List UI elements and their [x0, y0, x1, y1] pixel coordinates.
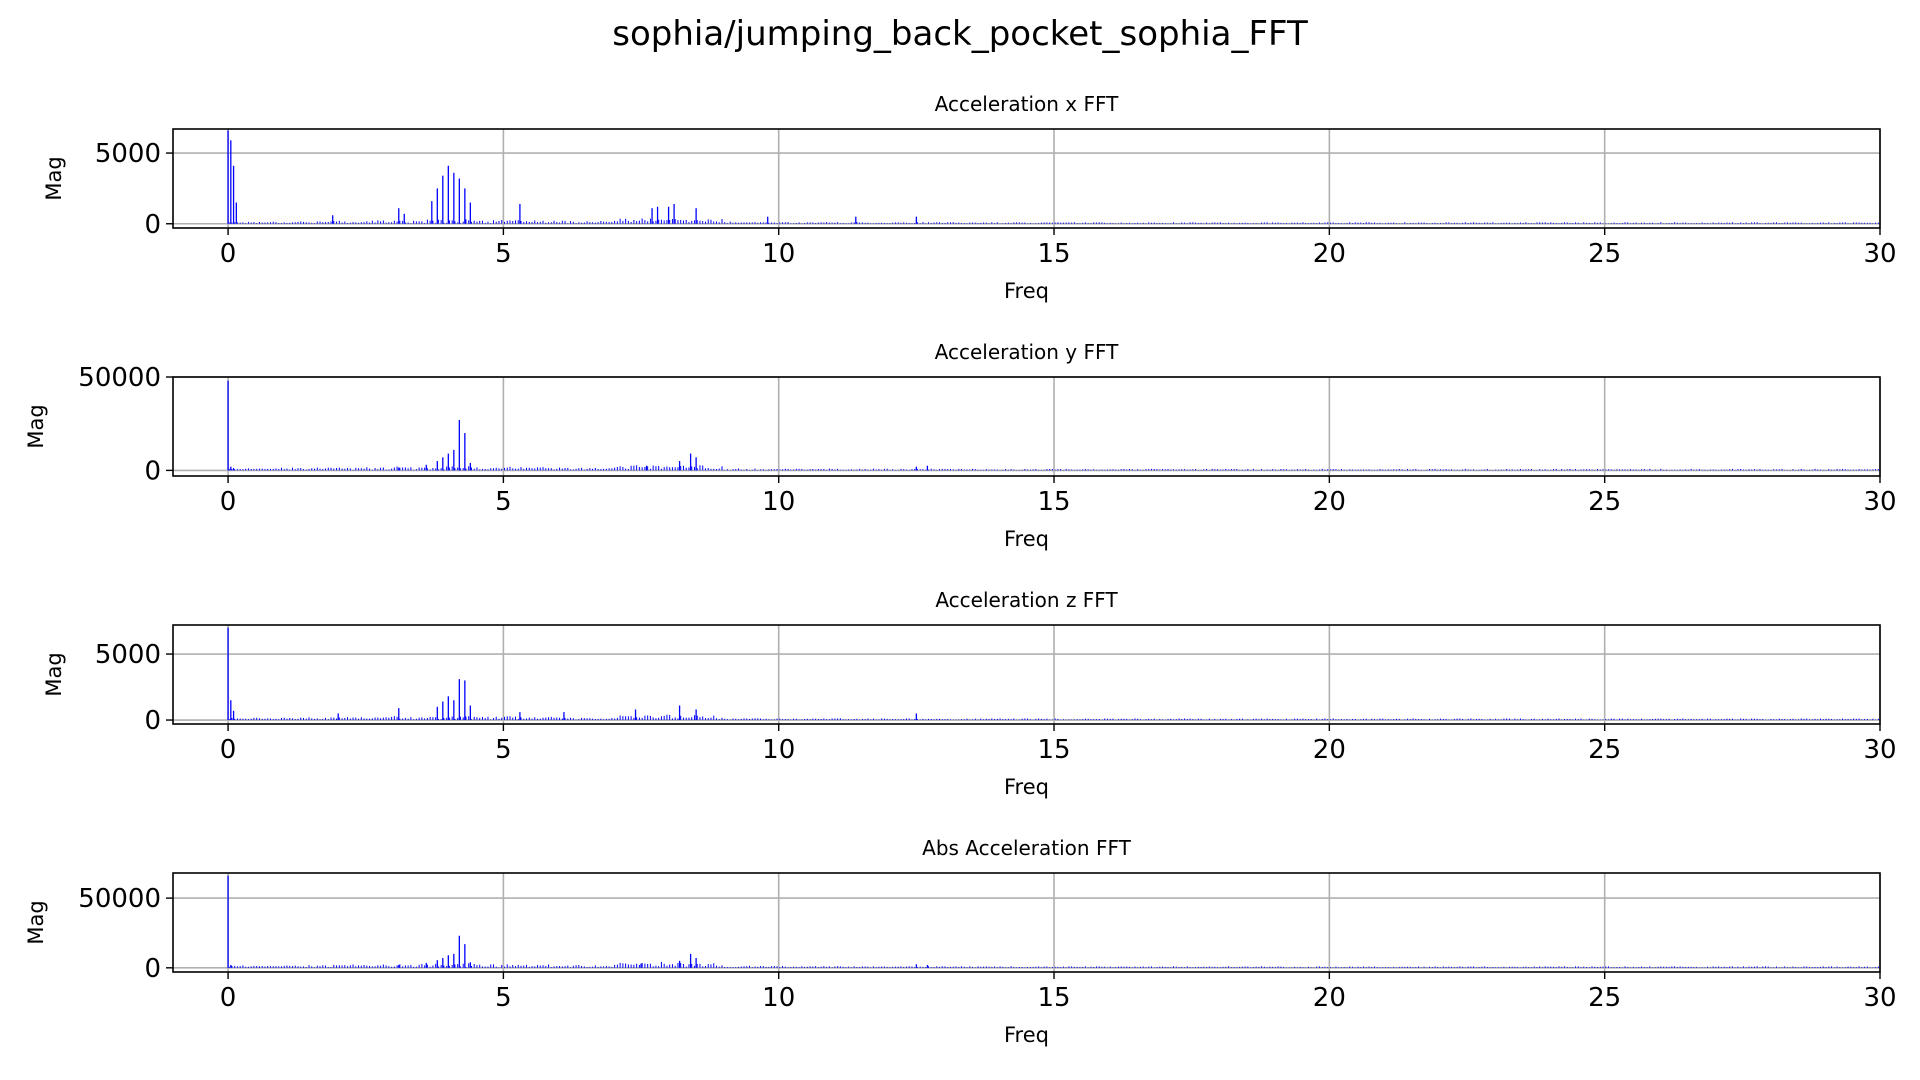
- x-tick-label: 20: [1313, 239, 1346, 269]
- x-axis-label: Freq: [1004, 775, 1049, 799]
- x-tick-label: 0: [220, 983, 237, 1013]
- subplot-title: Abs Acceleration FFT: [922, 836, 1131, 860]
- y-axis-label: Mag: [42, 156, 66, 200]
- y-tick-label: 5000: [95, 139, 161, 169]
- x-tick-label: 5: [495, 239, 512, 269]
- x-tick-label: 5: [495, 735, 512, 765]
- y-tick-label: 50000: [78, 363, 161, 393]
- x-tick-label: 20: [1313, 735, 1346, 765]
- x-tick-label: 30: [1863, 735, 1896, 765]
- x-tick-label: 25: [1588, 735, 1621, 765]
- x-axis-label: Freq: [1004, 279, 1049, 303]
- x-tick-label: 30: [1863, 487, 1896, 517]
- y-tick-label: 0: [144, 210, 161, 240]
- x-tick-label: 15: [1037, 983, 1070, 1013]
- fft-noise-floor: [228, 714, 1879, 721]
- x-tick-label: 10: [762, 239, 795, 269]
- axes-frame: [172, 624, 1881, 725]
- x-tick-label: 30: [1863, 983, 1896, 1013]
- x-tick-label: 0: [220, 239, 237, 269]
- x-tick-label: 25: [1588, 239, 1621, 269]
- x-tick-label: 15: [1037, 735, 1070, 765]
- x-axis-label: Freq: [1004, 527, 1049, 551]
- fft-noise-floor: [228, 465, 1879, 471]
- axes-frame: [172, 376, 1881, 477]
- figure-title: sophia/jumping_back_pocket_sophia_FFT: [612, 14, 1308, 54]
- x-tick-label: 10: [762, 735, 795, 765]
- y-tick-label: 0: [144, 954, 161, 984]
- x-tick-label: 20: [1313, 983, 1346, 1013]
- y-axis-label: Mag: [24, 900, 48, 944]
- y-tick-label: 50000: [78, 884, 161, 914]
- axes-frame: [172, 128, 1881, 229]
- subplot-1: Acceleration x FFT 0 5 10 15 20 25 30 0 5000 Freq M…: [42, 92, 1897, 303]
- x-tick-label: 25: [1588, 487, 1621, 517]
- subplot-title: Acceleration y FFT: [935, 340, 1119, 364]
- subplot-4: Abs Acceleration FFT 0 5 10 15 20 25 30 0 50000 Fr…: [24, 836, 1897, 1047]
- x-tick-label: 10: [762, 487, 795, 517]
- x-tick-label: 5: [495, 487, 512, 517]
- x-tick-label: 5: [495, 983, 512, 1013]
- y-axis-label: Mag: [24, 404, 48, 448]
- fft-noise-floor: [228, 218, 1879, 224]
- x-tick-label: 15: [1037, 239, 1070, 269]
- fft-noise-floor: [228, 961, 1879, 968]
- subplot-2: Acceleration y FFT 0 5 10 15 20 25 30 0 50000 Freq…: [24, 340, 1897, 551]
- subplot-title: Acceleration z FFT: [935, 588, 1118, 612]
- y-tick-label: 0: [144, 456, 161, 486]
- axes-frame: [172, 872, 1881, 973]
- y-tick-label: 5000: [95, 640, 161, 670]
- subplot-title: Acceleration x FFT: [935, 92, 1119, 116]
- subplot-3: Acceleration z FFT 0 5 10 15 20 25 30 0 5000 Freq M…: [42, 588, 1897, 799]
- x-axis-label: Freq: [1004, 1023, 1049, 1047]
- x-tick-label: 10: [762, 983, 795, 1013]
- x-tick-label: 25: [1588, 983, 1621, 1013]
- y-axis-label: Mag: [42, 652, 66, 696]
- x-tick-label: 0: [220, 487, 237, 517]
- x-tick-label: 20: [1313, 487, 1346, 517]
- x-tick-label: 0: [220, 735, 237, 765]
- x-tick-label: 15: [1037, 487, 1070, 517]
- x-tick-label: 30: [1863, 239, 1896, 269]
- y-tick-label: 0: [144, 706, 161, 736]
